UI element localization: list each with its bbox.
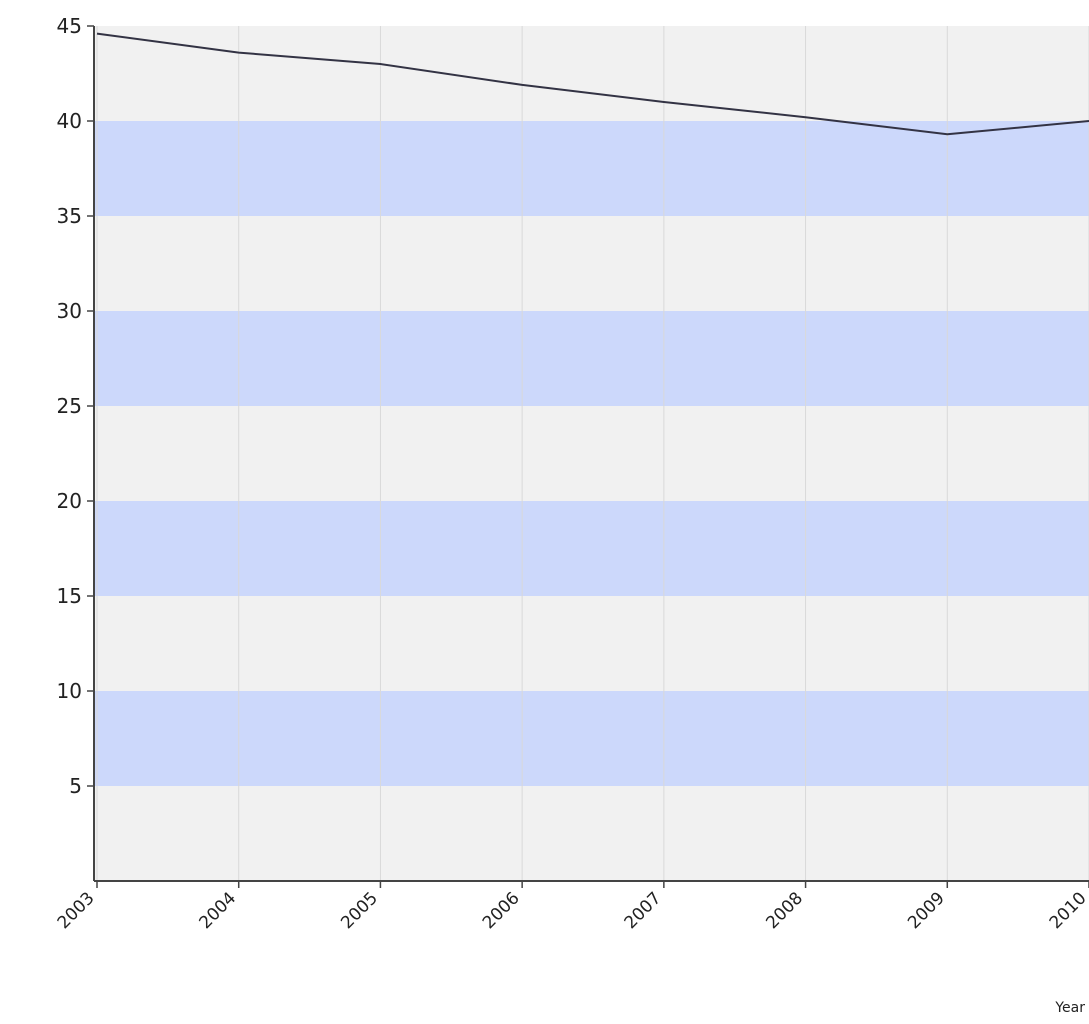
band-0: [94, 691, 1089, 786]
y-tick-label-35: 35: [57, 204, 82, 228]
plot-area: [94, 26, 1089, 881]
y-tick-label-5: 5: [69, 774, 82, 798]
y-tick-label-15: 15: [57, 584, 82, 608]
y-tick-label-25: 25: [57, 394, 82, 418]
axes: [87, 25, 1089, 888]
band-3: [94, 121, 1089, 216]
x-axis-title: Year: [1054, 1000, 1085, 1016]
band-2: [94, 311, 1089, 406]
y-tick-label-30: 30: [57, 299, 82, 323]
series-line-0: [96, 32, 1089, 136]
band-1: [94, 501, 1089, 596]
y-tick-label-40: 40: [57, 109, 82, 133]
y-tick-label-10: 10: [57, 679, 82, 703]
y-tick-label-20: 20: [57, 489, 82, 513]
y-tick-label-45: 45: [57, 14, 82, 38]
